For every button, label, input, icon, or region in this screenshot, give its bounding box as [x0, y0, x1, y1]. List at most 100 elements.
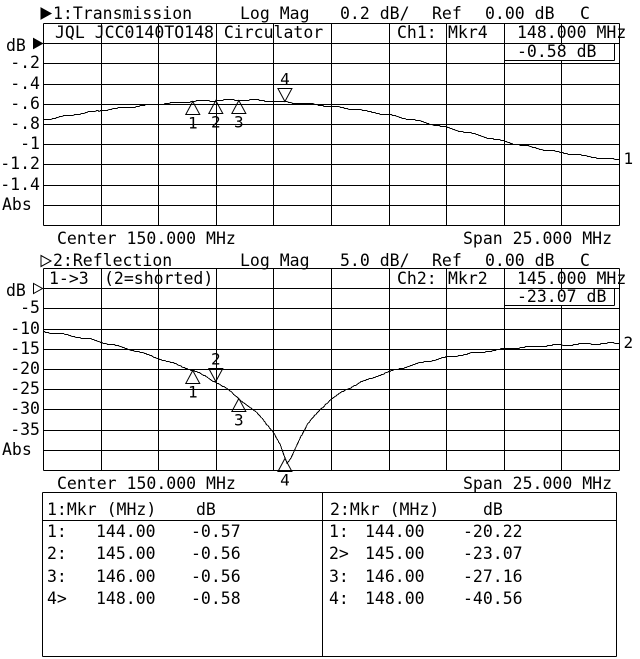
mkr-row-freq: 148.00	[365, 589, 425, 608]
mkr-row-index: 1:	[329, 521, 349, 541]
y-axis-label: -1.4	[0, 174, 40, 194]
marker-2-symbol	[207, 99, 224, 114]
ch2-ref-label: Ref	[432, 251, 462, 270]
ch1-mkr-name: Mkr4	[448, 23, 488, 42]
mkr-row-index: 4:	[329, 589, 349, 608]
marker-1-symbol	[184, 100, 201, 115]
marker-4-symbol	[277, 457, 293, 472]
mkr-row-index: 1:	[47, 521, 67, 541]
y-axis-label: -10	[10, 318, 40, 338]
mkr-row-value: -23.07	[463, 544, 523, 563]
mkr-row-value: -0.58	[191, 589, 241, 608]
ch2-mkr-channel: Ch2:	[397, 268, 437, 288]
ref-level-pointer	[33, 37, 44, 50]
trace-number-label: 1	[624, 149, 634, 168]
marker-number-label: 4	[280, 471, 290, 490]
mkr-row-freq: 148.00	[96, 589, 156, 608]
trace-number-label: 2	[624, 333, 634, 352]
mkr-row-index: 3:	[47, 566, 67, 586]
ch2-mkr-name: Mkr2	[448, 268, 488, 288]
y-axis-label: -1.2	[0, 154, 40, 174]
mkr-table1-unit: dB	[196, 499, 216, 519]
ch1-span-freq: Span 25.000 MHz	[463, 228, 613, 248]
ch1-ref-value: 0.00 dB	[485, 3, 555, 23]
mkr-row-freq: 146.00	[365, 566, 425, 586]
mkr-row-index: 4>	[47, 589, 67, 608]
ch2-mkr-value: -23.07 dB	[517, 286, 607, 306]
mkr-row-freq: 144.00	[365, 521, 425, 541]
ch1-center-freq: Center 150.000 MHz	[57, 228, 236, 248]
mkr-row-freq: 146.00	[96, 566, 156, 586]
mkr-row-value: -0.57	[191, 521, 241, 541]
ch2-mkr-freq: 145.000 MHz	[517, 268, 627, 288]
y-axis-label: -5	[20, 298, 40, 318]
ch2-title-note: (2=shorted)	[104, 268, 214, 288]
mkr-row-value: -20.22	[463, 521, 523, 541]
mkr-row-value: -0.56	[191, 544, 241, 563]
y-axis-label: -.2	[10, 53, 40, 73]
marker-4-active-symbol	[277, 88, 293, 103]
mkr-table1-header: 1:Mkr (MHz)	[47, 499, 157, 519]
mkr-table2-header: 2:Mkr (MHz)	[330, 499, 440, 519]
ch1-title: JQL JCC0140TO148 Circulator	[55, 23, 324, 42]
abs-mode-label: Abs	[2, 439, 32, 459]
marker-3-symbol	[231, 397, 247, 412]
mkr-row-index: 3:	[329, 566, 349, 586]
trace-1	[43, 99, 619, 160]
ch2-measurement-label: 2:Reflection	[53, 251, 173, 270]
y-axis-label: -1	[20, 134, 40, 154]
mkr-row-index: 2:	[47, 544, 67, 563]
ch1-mkr-value: -0.58 dB	[517, 41, 597, 61]
marker-number-label: 1	[188, 383, 198, 402]
marker-readout-box	[504, 44, 615, 61]
marker-2-active-symbol	[207, 368, 224, 383]
y-axis-label: -35	[10, 419, 40, 439]
marker-1-symbol	[184, 369, 201, 384]
y-axis-label: -15	[10, 338, 40, 358]
trace-2	[43, 331, 619, 465]
ch2-center-freq: Center 150.000 MHz	[57, 473, 236, 493]
y-axis-unit: dB	[6, 280, 26, 300]
y-axis-label: -25	[10, 379, 40, 399]
y-axis-label: -.6	[10, 93, 40, 113]
channel-indicator-icon	[40, 254, 53, 268]
ch1-mkr-freq: 148.000 MHz	[517, 23, 627, 42]
y-axis-label: -20	[10, 359, 40, 378]
mkr-row-freq: 144.00	[96, 521, 156, 541]
mkr-row-value: -27.16	[463, 566, 523, 586]
mkr-row-freq: 145.00	[365, 544, 425, 563]
mkr-row-value: -40.56	[463, 589, 523, 608]
mkr-row-value: -0.56	[191, 566, 241, 586]
ch1-ref-label: Ref	[432, 3, 462, 23]
mkr-row-freq: 145.00	[96, 544, 156, 563]
marker-number-label: 3	[234, 113, 244, 132]
marker-number-label: 3	[234, 411, 244, 430]
ch2-ref-value: 0.00 dB	[485, 251, 555, 270]
marker-readout-box	[504, 289, 615, 306]
ref-level-pointer	[33, 282, 44, 295]
ch2-format-label: Log Mag	[240, 251, 310, 270]
y-axis-label: -30	[10, 399, 40, 419]
ch2-span-freq: Span 25.000 MHz	[463, 473, 613, 493]
ch2-cal-indicator: C	[580, 251, 590, 270]
abs-mode-label: Abs	[2, 194, 32, 214]
ch2-scale-label: 5.0 dB/	[340, 251, 410, 270]
ch1-cal-indicator: C	[580, 3, 590, 23]
channel-indicator-icon	[40, 7, 53, 20]
y-axis-label: -.4	[10, 73, 40, 93]
ch2-title-port: 1->3	[49, 268, 89, 288]
marker-number-label: 1	[188, 114, 198, 133]
marker-number-label: 2	[211, 350, 221, 369]
ch1-mkr-channel: Ch1:	[397, 23, 437, 42]
mkr-table2-unit: dB	[483, 499, 503, 519]
ch1-scale-label: 0.2 dB/	[340, 3, 410, 23]
marker-3-symbol	[231, 99, 247, 114]
ch1-format-label: Log Mag	[240, 3, 310, 23]
marker-number-label: 2	[211, 113, 221, 132]
y-axis-unit: dB	[6, 35, 26, 55]
ch1-measurement-label: 1:Transmission	[53, 3, 193, 23]
marker-number-label: 4	[280, 70, 290, 89]
y-axis-label: -.8	[10, 114, 40, 133]
